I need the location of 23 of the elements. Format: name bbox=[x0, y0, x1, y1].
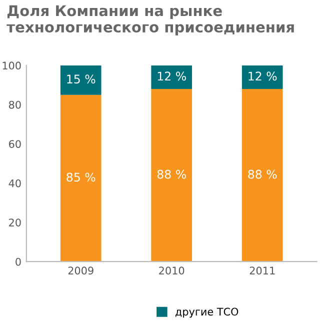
data-label: 15 % bbox=[67, 74, 96, 84]
x-tick-label: 2010 bbox=[159, 266, 184, 275]
bar bbox=[242, 65, 283, 89]
chart-title: Доля Компании на рынке технологического присоединения bbox=[6, 5, 294, 36]
bar bbox=[151, 88, 192, 262]
y-tick-label: 100 bbox=[2, 62, 21, 70]
legend-label: другие ТСО bbox=[176, 308, 238, 318]
data-label: 12 % bbox=[158, 72, 186, 81]
y-tick-label: 0 bbox=[16, 258, 21, 266]
y-tick-label: 80 bbox=[8, 100, 21, 109]
data-label: 88 % bbox=[157, 170, 186, 179]
y-tick-label: 60 bbox=[9, 140, 21, 148]
x-tick-label: 2009 bbox=[68, 266, 94, 275]
data-label: 12 % bbox=[248, 72, 277, 81]
bar bbox=[60, 94, 102, 262]
bar bbox=[60, 65, 102, 95]
data-label: 85 % bbox=[66, 172, 96, 182]
y-tick-label: 40 bbox=[8, 179, 21, 188]
bar bbox=[242, 88, 283, 262]
y-tick-label: 20 bbox=[9, 218, 21, 226]
x-tick-label: 2011 bbox=[250, 266, 275, 275]
data-label: 88 % bbox=[248, 170, 277, 179]
bar bbox=[151, 65, 192, 89]
